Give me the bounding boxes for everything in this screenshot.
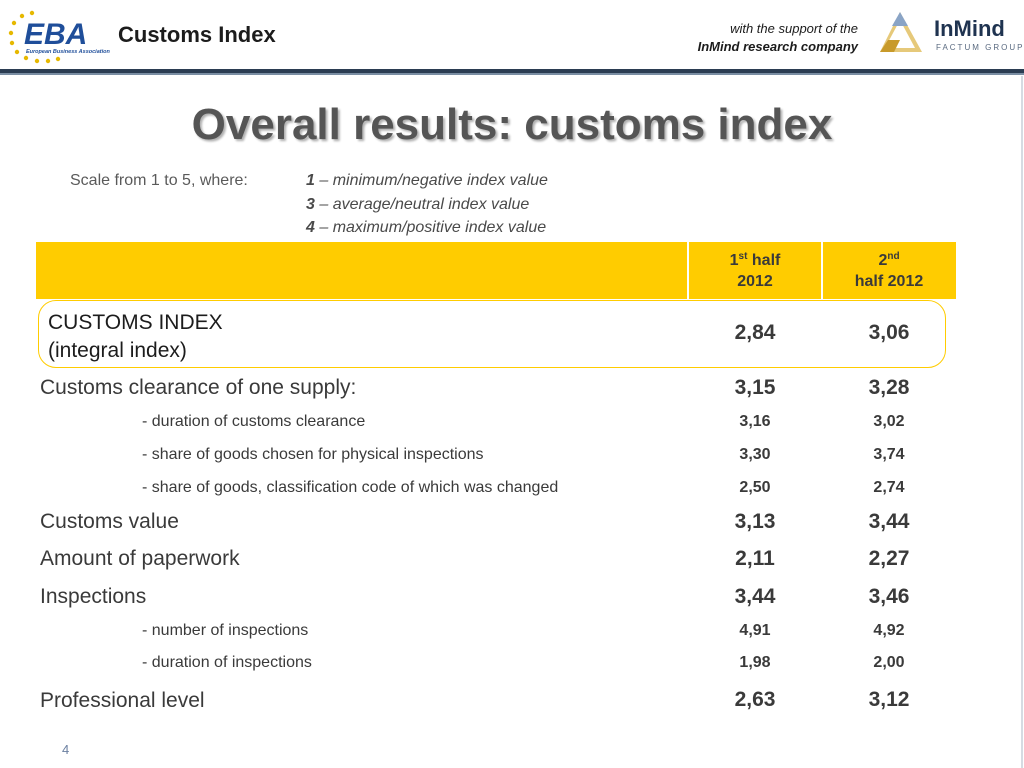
row-label: - duration of inspections xyxy=(142,654,312,671)
row-label: Customs clearance of one supply: xyxy=(40,376,357,399)
integral-value-h1: 2,84 xyxy=(734,321,776,344)
row-label: - duration of customs clearance xyxy=(142,413,366,430)
row-value-h2: 3,74 xyxy=(873,446,905,463)
header-rule-thin xyxy=(0,73,1024,75)
row-value-h2: 3,02 xyxy=(873,413,905,430)
row-value-h2: 2,00 xyxy=(873,654,905,671)
header: EBA European Business Association Custom… xyxy=(0,0,1024,70)
row-value-h2: 3,28 xyxy=(868,376,910,399)
column-header-first-half-2012: 1st half 2012 xyxy=(729,251,781,291)
header-title: Customs Index xyxy=(118,22,276,47)
header-rule xyxy=(0,69,1024,73)
row-label: Customs value xyxy=(40,510,179,533)
slide-title: Overall results: customs index xyxy=(191,100,833,149)
row-value-h1: 3,44 xyxy=(734,585,776,608)
row-value-h1: 4,91 xyxy=(739,622,771,639)
support-line-1: with the support of the xyxy=(730,21,858,36)
scale-label: Scale from 1 to 5, where: xyxy=(70,172,248,189)
svg-text:EBA: EBA xyxy=(24,18,87,51)
table-header-band: 1st half 2012 2nd half 2012 xyxy=(36,242,956,299)
integral-index-highlight xyxy=(38,300,946,368)
eba-logo: EBA European Business Association xyxy=(8,10,110,64)
row-value-h1: 1,98 xyxy=(739,654,771,671)
row-value-h2: 2,74 xyxy=(873,479,905,496)
column-divider xyxy=(687,242,689,299)
row-value-h2: 3,44 xyxy=(868,510,910,533)
row-label: - number of inspections xyxy=(142,622,309,639)
row-label: - share of goods chosen for physical ins… xyxy=(142,446,484,463)
row-value-h1: 2,63 xyxy=(734,688,776,711)
row-value-h1: 2,50 xyxy=(739,479,771,496)
row-value-h1: 2,11 xyxy=(735,547,775,570)
scale-legend: 1 – minimum/negative index value 3 – ave… xyxy=(306,169,548,240)
inmind-logo: InMind FACTUM GROUP xyxy=(880,12,1024,52)
row-value-h2: 2,27 xyxy=(868,547,910,570)
scale-item: 3 – average/neutral index value xyxy=(306,195,530,213)
scale-item: 4 – maximum/positive index value xyxy=(306,219,547,236)
row-value-h1: 3,13 xyxy=(734,510,776,533)
integral-value-h2: 3,06 xyxy=(868,321,910,344)
row-label: Inspections xyxy=(40,585,147,608)
row-value-h1: 3,30 xyxy=(739,446,771,463)
row-value-h2: 4,92 xyxy=(873,622,905,639)
scale-item: 1 – minimum/negative index value xyxy=(306,172,548,189)
support-note: with the support of the InMind research … xyxy=(698,20,858,56)
svg-text:InMind: InMind xyxy=(934,16,1005,41)
row-value-h2: 3,46 xyxy=(868,585,910,608)
row-value-h1: 3,15 xyxy=(734,376,776,399)
svg-text:European Business Association: European Business Association xyxy=(26,49,110,55)
row-label: Professional level xyxy=(40,689,205,712)
row-value-h2: 3,12 xyxy=(868,688,910,711)
svg-text:FACTUM GROUP: FACTUM GROUP xyxy=(936,43,1024,52)
column-header-second-half-2012: 2nd half 2012 xyxy=(854,251,924,291)
row-label: Amount of paperwork xyxy=(40,547,240,570)
row-value-h1: 3,16 xyxy=(739,413,771,430)
integral-index-label: CUSTOMS INDEX (integral index) xyxy=(48,311,223,362)
right-edge-line xyxy=(1021,76,1023,768)
row-label: - share of goods, classification code of… xyxy=(142,479,559,496)
column-divider xyxy=(821,242,823,299)
page-number: 4 xyxy=(62,742,70,757)
support-line-2: InMind research company xyxy=(697,39,858,54)
